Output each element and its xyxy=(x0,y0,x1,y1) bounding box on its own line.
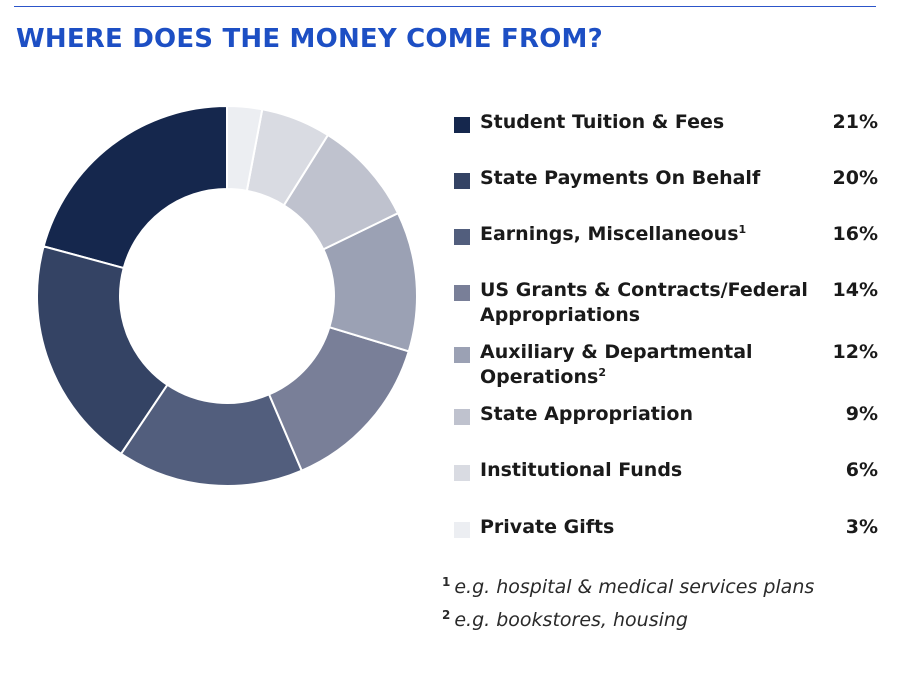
legend-value: 21% xyxy=(832,111,878,133)
legend-swatch xyxy=(454,173,470,189)
legend-value: 3% xyxy=(845,516,878,538)
legend-label: US Grants & Contracts/Federal Appropriat… xyxy=(480,278,825,328)
footnote-text: e.g. hospital & medical services plans xyxy=(454,576,815,598)
legend-value: 16% xyxy=(832,223,878,245)
footnote-ref: 1 xyxy=(738,223,747,236)
donut-slice-private-gifts xyxy=(226,104,264,193)
legend-label-text: Auxiliary & Departmental Operations xyxy=(480,341,753,388)
legend-swatch xyxy=(454,285,470,301)
top-rule xyxy=(14,6,876,7)
legend-swatch xyxy=(454,522,470,538)
legend-label: Institutional Funds xyxy=(480,458,825,483)
legend-value: 20% xyxy=(832,167,878,189)
footnote-text: e.g. bookstores, housing xyxy=(454,609,688,631)
page-title: WHERE DOES THE MONEY COME FROM? xyxy=(16,24,603,54)
legend-label: State Appropriation xyxy=(480,402,825,427)
legend-label: Auxiliary & Departmental Operations2 xyxy=(480,340,825,390)
legend-swatch xyxy=(454,117,470,133)
legend-label-text: Private Gifts xyxy=(480,516,615,538)
legend-label-text: Earnings, Miscellaneous xyxy=(480,223,739,245)
legend-swatch xyxy=(454,347,470,363)
footnote-2: 2 e.g. bookstores, housing xyxy=(442,607,688,633)
legend-label: Earnings, Miscellaneous1 xyxy=(480,222,825,247)
donut-chart xyxy=(36,104,418,487)
legend-label-text: Institutional Funds xyxy=(480,459,683,481)
legend-swatch xyxy=(454,465,470,481)
legend-label: Student Tuition & Fees xyxy=(480,110,825,135)
footnote-mark: 2 xyxy=(442,608,451,622)
legend-value: 14% xyxy=(832,279,878,301)
donut-slice-student-tuition-fees xyxy=(42,104,228,270)
legend-value: 6% xyxy=(845,459,878,481)
footnote-ref: 2 xyxy=(598,366,606,379)
legend-swatch xyxy=(454,409,470,425)
legend-label: State Payments On Behalf xyxy=(480,166,825,191)
legend-value: 9% xyxy=(845,403,878,425)
legend-label-text: State Payments On Behalf xyxy=(480,167,761,189)
legend-label-text: Student Tuition & Fees xyxy=(480,111,725,133)
footnote-mark: 1 xyxy=(442,575,451,589)
legend-label-text: State Appropriation xyxy=(480,403,693,425)
legend-label-text: US Grants & Contracts/Federal Appropriat… xyxy=(480,279,808,326)
legend-swatch xyxy=(454,229,470,245)
footnote-1: 1 e.g. hospital & medical services plans xyxy=(442,574,814,600)
legend-label: Private Gifts xyxy=(480,515,825,540)
legend-value: 12% xyxy=(832,341,878,363)
donut-slice-state-payments-on-behalf xyxy=(36,245,169,456)
